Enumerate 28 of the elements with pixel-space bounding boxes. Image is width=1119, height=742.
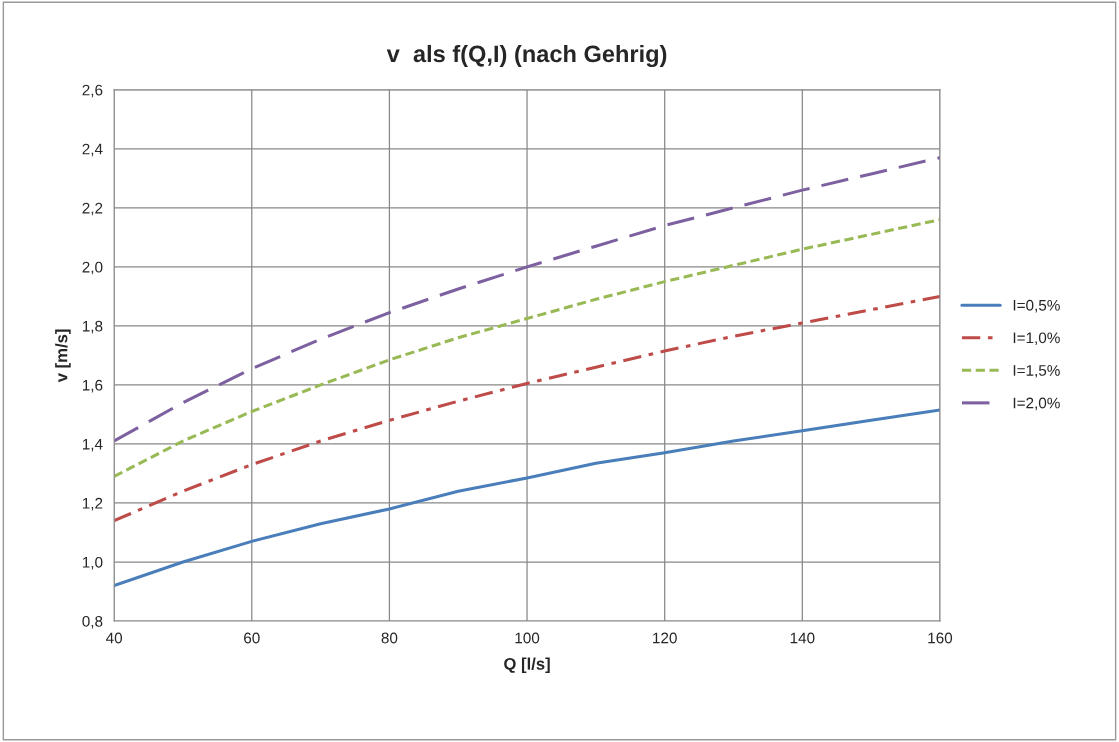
- x-tick-label: 80: [381, 632, 398, 644]
- legend-label: I=1,0%: [1013, 332, 1060, 346]
- y-tick-label: 1,2: [82, 497, 103, 511]
- x-tick-label: 160: [928, 632, 953, 644]
- chart-title: v als f(Q,I) (nach Gehrig): [386, 44, 667, 68]
- y-tick-label: 2,4: [82, 143, 103, 157]
- y-tick-label: 1,8: [82, 320, 103, 334]
- line-series: [114, 408, 940, 588]
- x-tick-label: 100: [515, 632, 540, 644]
- line-series: [114, 156, 940, 443]
- x-tick-label: 120: [653, 632, 677, 644]
- y-axis-title: v [m/s]: [55, 329, 71, 383]
- y-tick-label: 2,0: [82, 261, 103, 275]
- y-tick-label: 1,0: [82, 556, 103, 570]
- legend-label: I=1,5%: [1013, 365, 1060, 378]
- x-tick-label: 60: [244, 632, 260, 644]
- line-series: [114, 218, 940, 478]
- y-tick-label: 2,2: [82, 202, 103, 216]
- y-tick-label: 0,8: [82, 615, 103, 629]
- x-axis-title: Q [l/s]: [504, 657, 550, 674]
- legend-label: I=2,0%: [1013, 397, 1060, 411]
- x-tick-label: 40: [105, 632, 123, 644]
- x-tick-label: 140: [790, 632, 815, 644]
- y-tick-label: 1,6: [82, 379, 103, 393]
- legend-label: I=0,5%: [1013, 299, 1060, 313]
- y-tick-label: 2,6: [82, 84, 103, 98]
- line-series: [114, 294, 940, 523]
- y-tick-label: 1,4: [82, 438, 103, 452]
